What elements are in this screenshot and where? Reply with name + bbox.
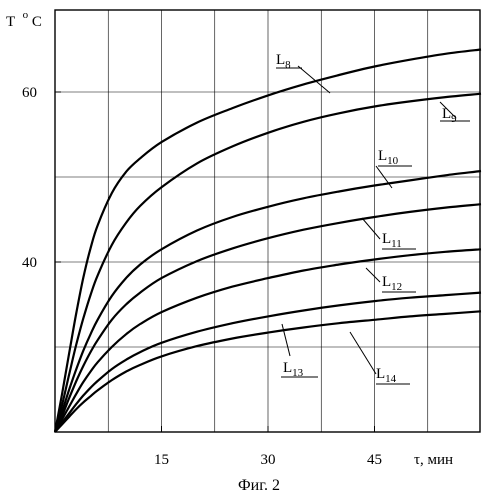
series-label-main: L (382, 231, 391, 247)
label-leader-l12 (366, 268, 380, 282)
series-labels: L8L9L10L11L12L13L14 (276, 52, 470, 385)
axes (55, 10, 480, 432)
grid-lines (55, 10, 480, 432)
series-label-subscript: 8 (285, 59, 291, 71)
figure-caption: Фиг. 2 (238, 477, 280, 494)
series-label-main: L (442, 106, 451, 122)
x-tick-label: 15 (154, 452, 169, 468)
series-label-subscript: 13 (292, 367, 304, 379)
series-label-l12: L12 (382, 274, 402, 293)
y-axis-label: T o C (6, 6, 42, 30)
series-label-main: L (283, 360, 292, 376)
label-leader-l14 (350, 332, 376, 374)
x-tick-label: 30 (261, 452, 276, 468)
series-label-l13: L13 (283, 360, 304, 379)
y-axis-label-unit: C (32, 14, 42, 30)
series-label-subscript: 9 (451, 113, 457, 125)
series-label-main: L (378, 148, 387, 164)
series-label-l11: L11 (382, 231, 402, 250)
y-axis-label-main: T (6, 14, 15, 30)
x-tick-label: 45 (367, 452, 382, 468)
y-axis-label-degree: o (23, 9, 29, 21)
label-leader-l11 (362, 218, 380, 239)
series-label-l9: L9 (442, 106, 457, 125)
series-label-subscript: 14 (385, 373, 397, 385)
y-tick-label: 40 (22, 255, 37, 271)
y-tick-label: 60 (22, 85, 37, 101)
series-label-main: L (376, 366, 385, 382)
series-label-subscript: 10 (387, 155, 399, 167)
plot-frame (55, 10, 480, 432)
series-label-l14: L14 (376, 366, 397, 385)
x-axis-label: τ, мин (414, 452, 453, 468)
series-label-subscript: 11 (391, 238, 402, 250)
series-label-main: L (382, 274, 391, 290)
series-label-main: L (276, 52, 285, 68)
series-label-l10: L10 (378, 148, 399, 167)
series-label-subscript: 12 (391, 281, 402, 293)
